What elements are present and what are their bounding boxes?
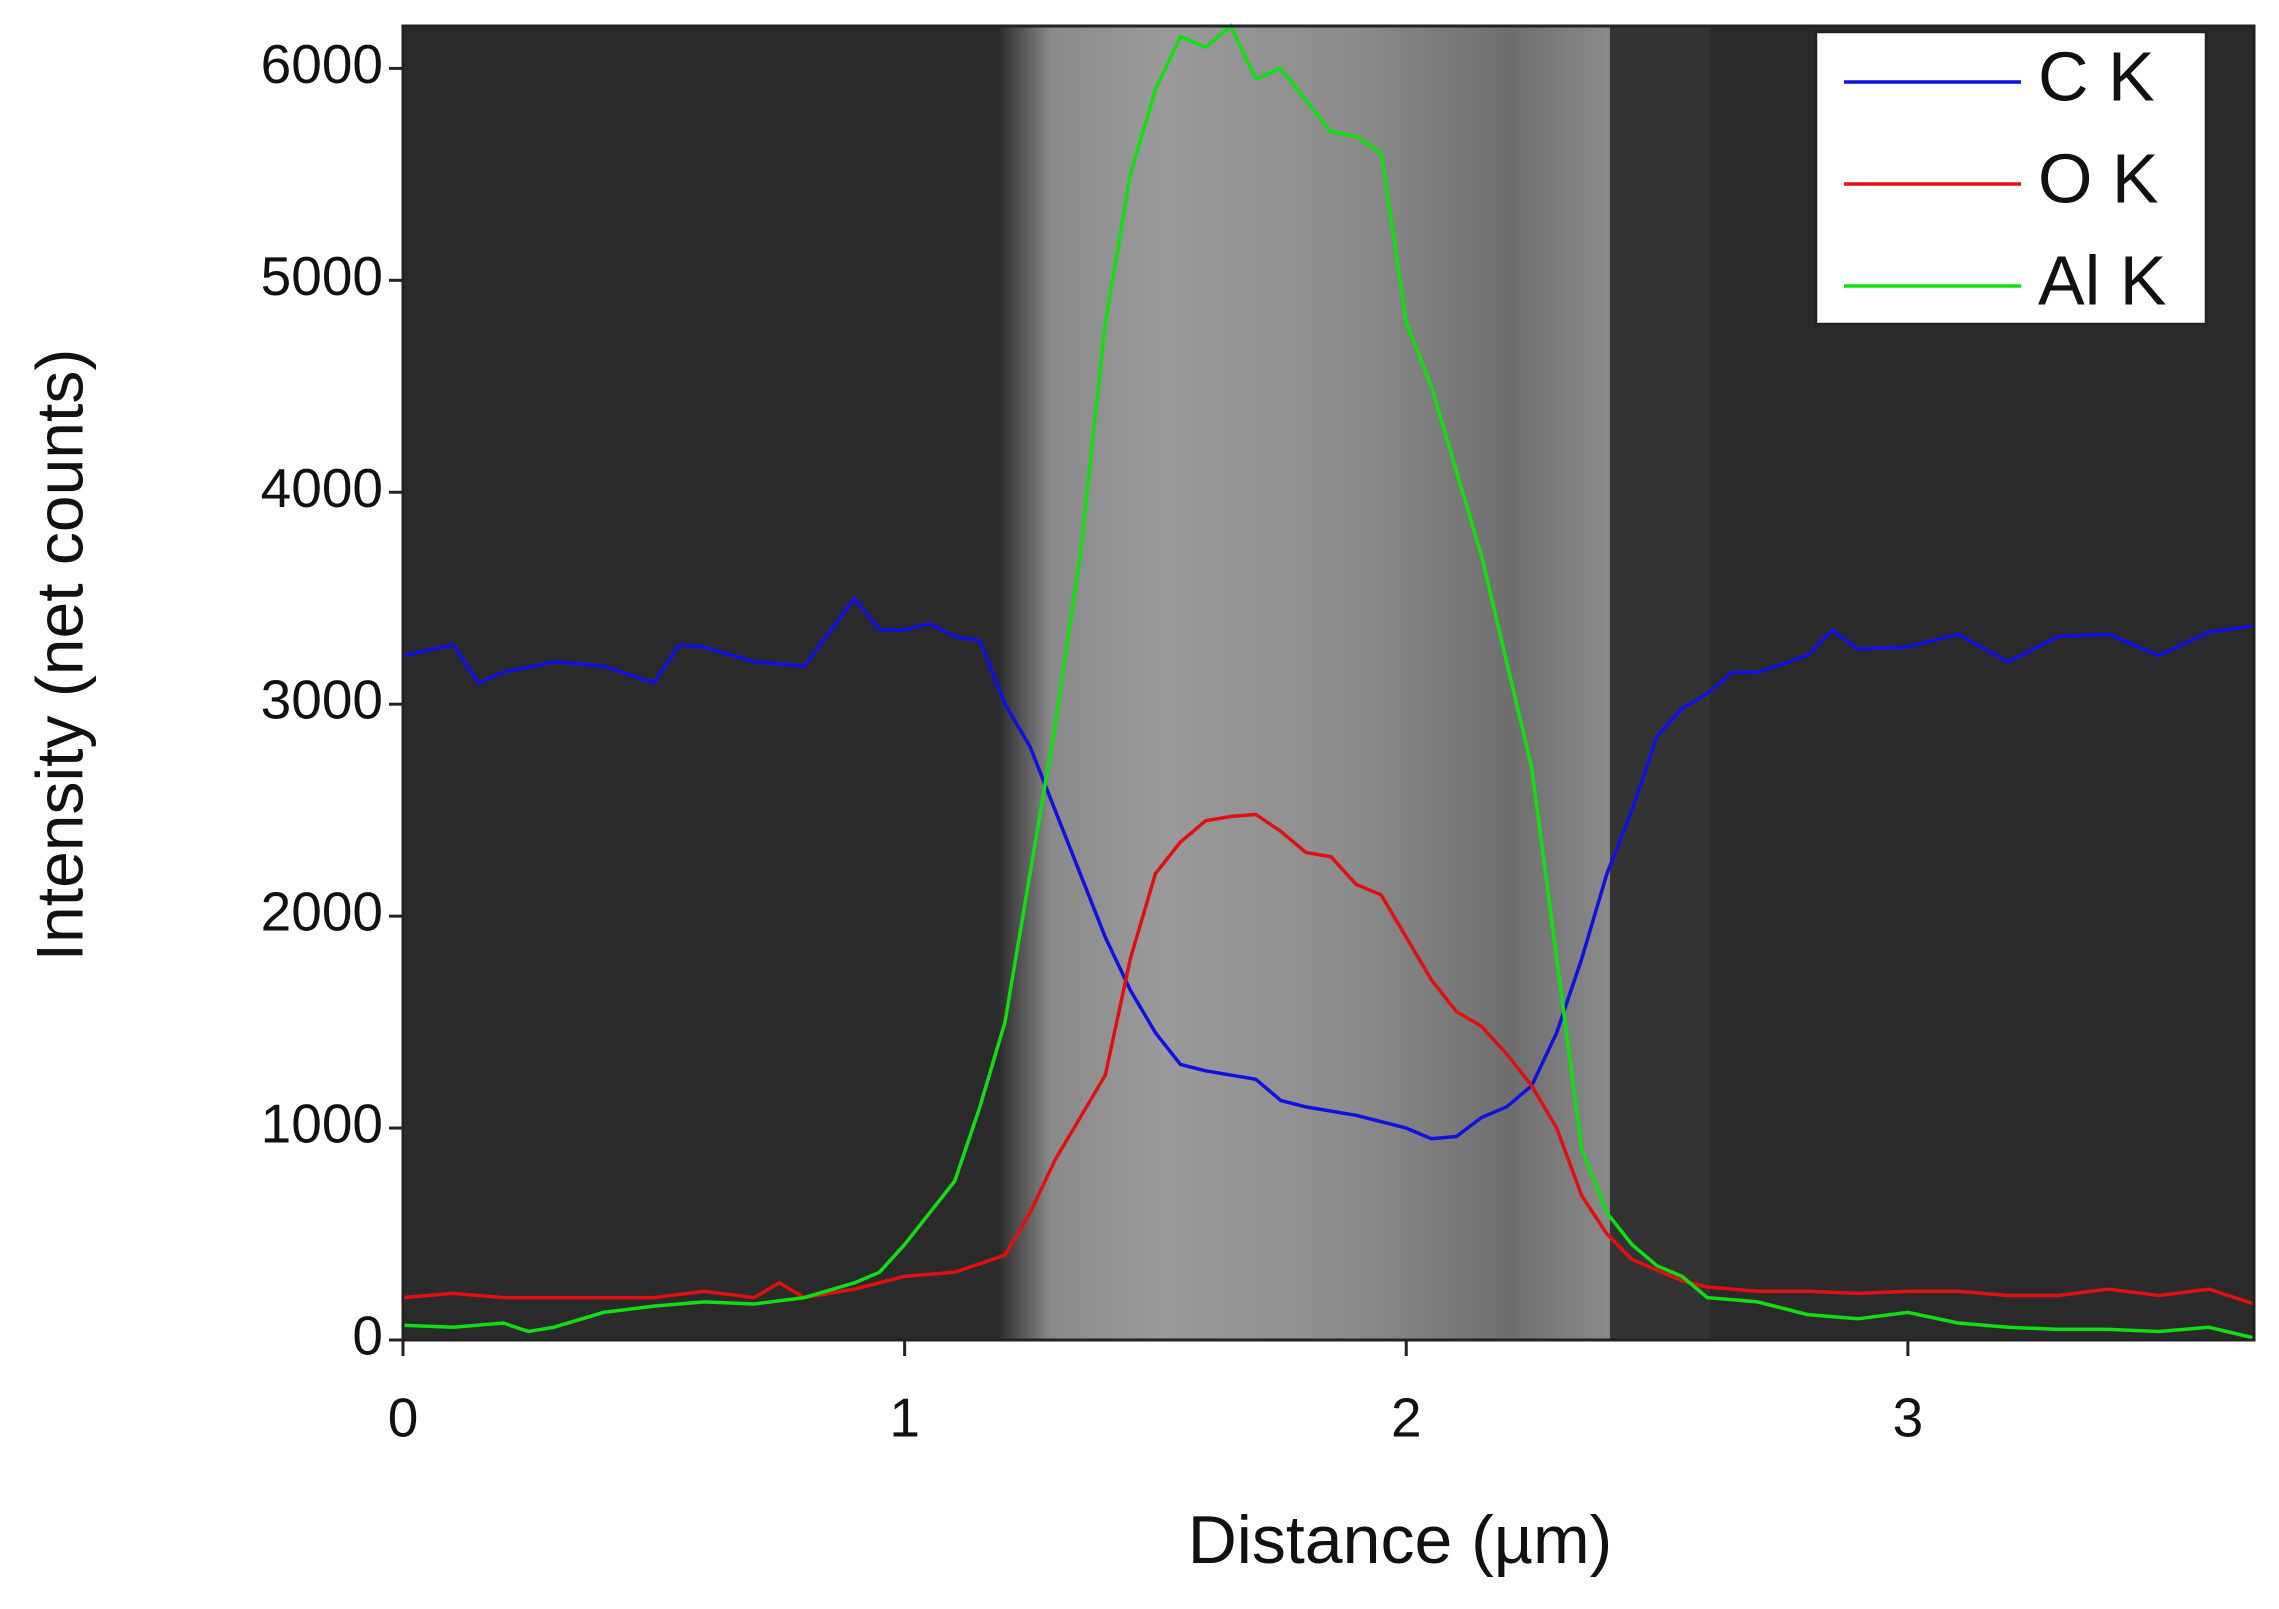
x-tick-label: 1 — [889, 1387, 920, 1449]
data-line — [402, 23, 2255, 1340]
y-tick-label: 1000 — [261, 1093, 383, 1155]
data-line — [402, 812, 2255, 1306]
y-axis-label: Intensity (net counts) — [22, 349, 96, 962]
y-tick-label: 5000 — [261, 245, 383, 307]
x-tick-label: 3 — [1893, 1387, 1924, 1449]
axes-frame — [401, 24, 2256, 1342]
x-tick-label: 0 — [388, 1387, 419, 1449]
legend-label: Al K — [2038, 241, 2166, 319]
legend-label: C K — [2038, 37, 2155, 115]
y-tick-label: 6000 — [261, 33, 383, 95]
plot-area — [402, 23, 2255, 1340]
legend-label: O K — [2038, 139, 2159, 217]
y-tick-label: 0 — [352, 1305, 383, 1367]
x-tick-label: 2 — [1391, 1387, 1422, 1449]
x-axis-label: Distance (µm) — [1188, 1502, 1613, 1578]
data-line — [402, 595, 2255, 1141]
y-tick-label: 4000 — [261, 457, 383, 519]
y-tick-label: 3000 — [261, 669, 383, 731]
y-tick-label: 2000 — [261, 881, 383, 943]
